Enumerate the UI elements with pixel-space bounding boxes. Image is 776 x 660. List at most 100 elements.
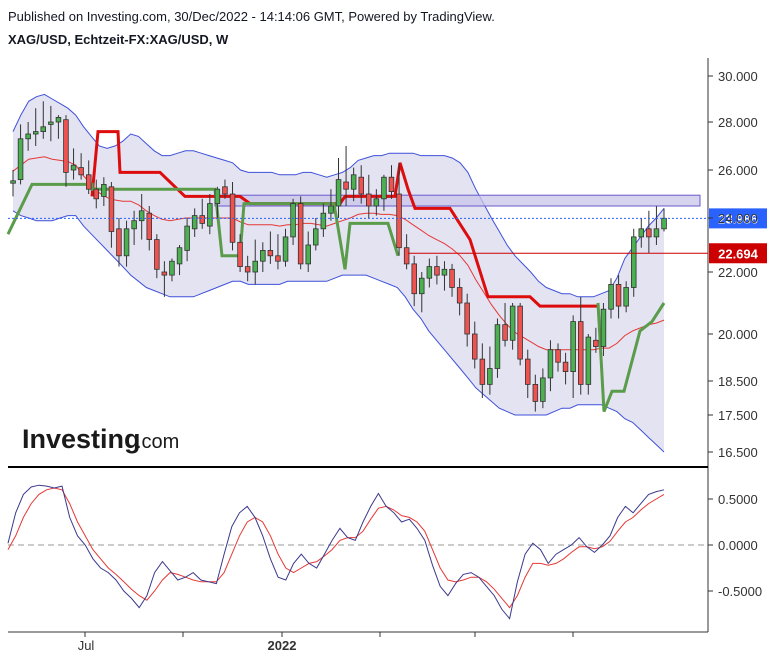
candle (161, 261, 168, 297)
candle (525, 349, 531, 398)
candle (631, 228, 637, 297)
candle (154, 234, 160, 279)
candle-body (540, 377, 546, 402)
candle (78, 153, 84, 180)
candle-body (222, 186, 228, 195)
candle (638, 218, 645, 248)
price-tick-label: 22.000 (718, 265, 758, 280)
candle-body (93, 188, 100, 200)
candle-body (282, 236, 289, 262)
candle (343, 146, 349, 206)
candle (267, 231, 274, 264)
candle-body (555, 349, 561, 363)
candle (441, 261, 448, 291)
candle-body (176, 247, 183, 265)
osc-tick-label: 0.0000 (718, 538, 758, 553)
candle-body (55, 117, 62, 123)
candle (312, 218, 319, 251)
candle-body (199, 215, 205, 224)
osc-main-line (7, 484, 665, 620)
candle-body (426, 266, 433, 279)
candle (123, 220, 130, 267)
investing-logo: Investing .com (22, 424, 179, 454)
candle (517, 303, 523, 366)
brand-name: Investing (22, 424, 141, 454)
candle-body (517, 305, 523, 360)
candle-body (48, 121, 54, 125)
candle-body (184, 225, 190, 251)
candle (418, 272, 425, 313)
candle-body (562, 361, 569, 373)
candle (396, 162, 402, 256)
candle-body (350, 174, 357, 190)
candle (547, 340, 554, 392)
candle (532, 374, 539, 412)
candle-body (10, 180, 16, 184)
candle-body (418, 277, 425, 295)
candle-body (154, 239, 160, 270)
price-tick-label: 24.000 (718, 211, 758, 226)
candle-body (161, 271, 168, 276)
candle-body (252, 260, 258, 273)
price-tick-label: 16.500 (718, 445, 758, 460)
candle-body (297, 203, 304, 265)
candle (403, 234, 410, 270)
candle (570, 315, 576, 398)
current-price-label: 23.986 (718, 211, 758, 226)
candle (305, 231, 311, 272)
candle (63, 115, 69, 187)
candle-body (487, 368, 493, 385)
candle-body (464, 302, 470, 335)
candle-body (623, 287, 629, 307)
candle (479, 343, 486, 398)
candle-body (70, 164, 77, 171)
candle (388, 165, 395, 199)
candle-body (373, 198, 380, 207)
candle (108, 182, 115, 248)
candle-body (335, 179, 342, 207)
lower-band-line (12, 210, 665, 453)
candle-body (320, 212, 327, 230)
candle-body (600, 308, 607, 347)
published-caption: Published on Investing.com, 30/Dec/2022 … (8, 9, 495, 24)
candle-body (17, 138, 24, 181)
candle (578, 296, 584, 395)
candle (600, 303, 607, 356)
candle (320, 203, 327, 237)
candle-body (456, 287, 463, 304)
candle-body (381, 176, 387, 200)
candle (487, 346, 493, 395)
candle (593, 327, 599, 353)
candle (426, 258, 433, 288)
price-tick-label: 30.000 (718, 69, 758, 84)
candle (623, 281, 629, 313)
candle (615, 275, 622, 319)
symbol-title: XAG/USD, Echtzeit-FX:XAG/USD, W (8, 32, 229, 47)
candle (275, 234, 281, 270)
candle-body (403, 247, 410, 265)
candle-body (578, 321, 584, 385)
candle (184, 218, 190, 262)
candle (365, 174, 372, 218)
candles (10, 101, 667, 412)
candle-body (532, 383, 539, 402)
candle (25, 122, 31, 151)
candle (494, 318, 501, 378)
level-label: 22.694 (718, 246, 759, 261)
oscillator-pane: 0.5000 0.0000 -0.5000 (7, 484, 762, 620)
candle-body (396, 193, 402, 249)
candle-body (260, 249, 266, 262)
candle-body (585, 336, 592, 385)
candle-body (494, 324, 501, 369)
candle-body (312, 228, 319, 246)
candle (449, 263, 455, 297)
candle (214, 186, 221, 218)
candle (509, 303, 516, 350)
candle (381, 174, 387, 211)
candle (169, 258, 175, 282)
candle (373, 189, 380, 216)
candle-body (108, 186, 115, 232)
candle-body (358, 176, 364, 195)
candle (471, 321, 478, 369)
